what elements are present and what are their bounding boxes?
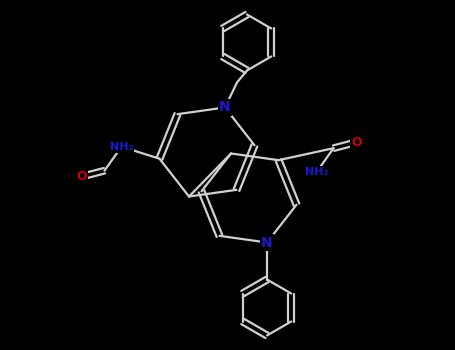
Text: NH₂: NH₂	[110, 142, 133, 152]
Text: O: O	[76, 170, 87, 183]
Text: N: N	[219, 100, 231, 114]
Text: O: O	[351, 136, 362, 149]
Text: N: N	[261, 236, 273, 250]
Text: NH₂: NH₂	[305, 167, 328, 177]
